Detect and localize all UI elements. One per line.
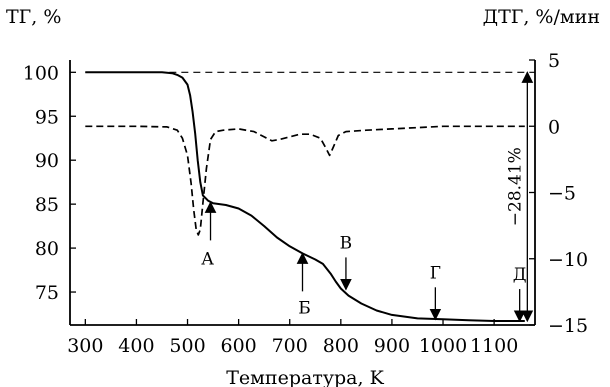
mass-loss-label: −28.41% [505,147,525,226]
x-tick-label: 900 [374,335,410,357]
y-right-axis-label: ДТГ, %/мин [483,6,600,28]
annotation-label: А [201,249,214,269]
y-left-tick-label: 80 [35,238,59,260]
dtg-curve [85,125,525,236]
annotation-label: В [340,233,353,253]
y-left-tick-label: 85 [35,194,59,216]
x-tick-label: 800 [323,335,359,357]
y-left-tick-label: 95 [35,106,59,128]
y-right-tick-label: 0 [548,116,560,138]
x-axis-label: Температура, K [226,367,384,387]
x-tick-label: 700 [272,335,308,357]
y-right-tick-label: −15 [548,315,588,337]
x-tick-label: 400 [118,335,154,357]
y-right-tick-label: −10 [548,249,588,271]
x-tick-label: 1000 [419,335,467,357]
x-tick-label: 1100 [470,335,518,357]
y-left-tick-label: 100 [23,62,59,84]
x-tick-label: 600 [220,335,256,357]
annotation-label: Г [430,263,441,283]
series-lines [85,71,525,322]
y-left-tick-label: 90 [35,150,59,172]
y-right-tick-label: 5 [548,50,560,72]
annotation-label: Б [298,298,311,318]
x-tick-label: 500 [169,335,205,357]
y-left-axis-label: ТГ, % [6,6,61,28]
tg-curve [85,71,525,322]
annotation-group: А Б В Г Д −28.41% [201,71,534,323]
x-tick-label: 300 [67,335,103,357]
y-right-tick-label: −5 [548,183,576,205]
axis-ticks: 300 400 500 600 700 800 900 1000 110010095908580… [23,50,588,357]
annotation-label: Д [513,265,527,285]
y-left-tick-label: 75 [35,282,59,304]
